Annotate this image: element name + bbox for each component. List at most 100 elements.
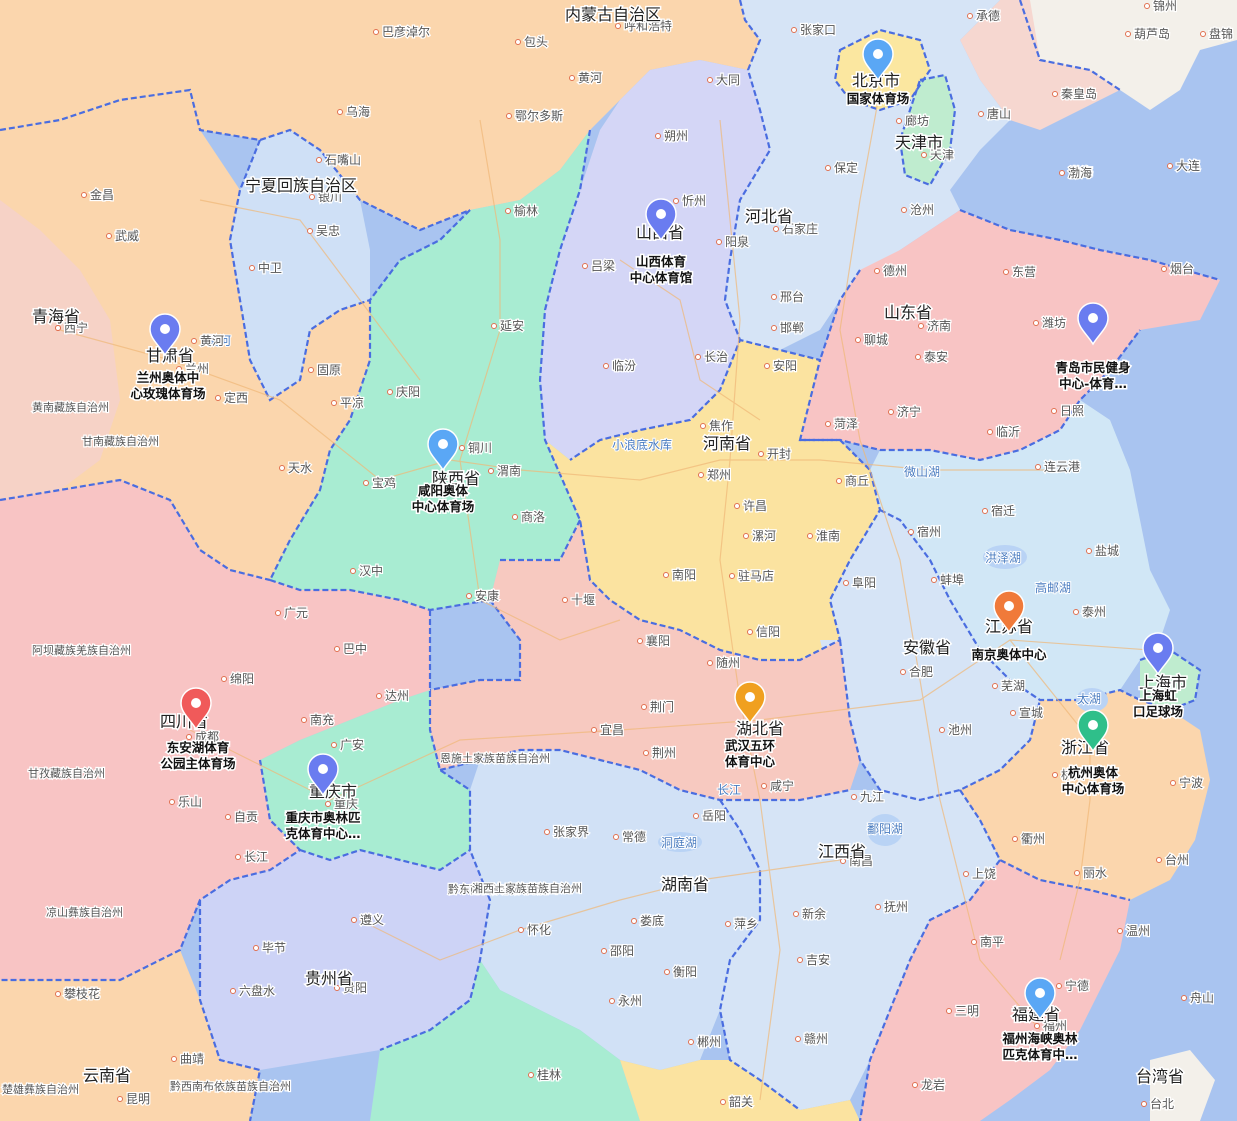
city-dot bbox=[688, 1039, 694, 1045]
venue-label[interactable]: 中心-体育… bbox=[1058, 375, 1129, 393]
pin-icon[interactable] bbox=[307, 753, 339, 797]
venue-label[interactable]: 中心体育馆 bbox=[628, 269, 694, 287]
venue-label[interactable]: 中心体育场 bbox=[410, 498, 476, 516]
pin-icon[interactable] bbox=[149, 313, 181, 357]
venue-label[interactable]: 山西体育 bbox=[634, 253, 688, 271]
city-label: 咸宁 bbox=[770, 778, 794, 793]
city-dot bbox=[307, 228, 313, 234]
venue-label[interactable]: 心玫瑰体育场 bbox=[129, 385, 207, 403]
venue-label[interactable]: 兰州奥体中 bbox=[135, 369, 201, 387]
venue-label[interactable]: 国家体育场 bbox=[845, 90, 911, 108]
city-label: 张家界 bbox=[553, 824, 589, 839]
city-label: 长治 bbox=[704, 350, 728, 364]
pin-icon[interactable] bbox=[1077, 709, 1109, 753]
pin-icon[interactable] bbox=[1142, 632, 1174, 676]
venue-label[interactable]: 福州海峡奥林 bbox=[1000, 1030, 1080, 1048]
lake-hongze bbox=[983, 545, 1027, 569]
city-label: 大同 bbox=[716, 73, 740, 87]
city-label: 开封 bbox=[767, 447, 791, 461]
city-dot bbox=[331, 742, 337, 748]
city-label: 石嘴山 bbox=[325, 153, 361, 167]
city-dot bbox=[1141, 1101, 1147, 1107]
pin-icon[interactable] bbox=[993, 590, 1025, 634]
venue-label[interactable]: 杭州奥体 bbox=[1066, 764, 1120, 782]
pin-icon[interactable] bbox=[1024, 977, 1056, 1021]
city-label: 邵阳 bbox=[610, 944, 634, 958]
province-label: 陕西省 bbox=[432, 469, 480, 488]
city-dot bbox=[663, 572, 669, 578]
region-shanxi bbox=[540, 60, 770, 460]
city-label: 临汾 bbox=[612, 359, 636, 373]
venue-marker[interactable]: 重庆市奥林匹克体育中心… bbox=[284, 753, 362, 843]
region-sichuan bbox=[0, 480, 430, 980]
city-dot bbox=[1035, 464, 1041, 470]
city-dot bbox=[387, 389, 393, 395]
region-hunan bbox=[470, 750, 760, 1070]
pin-icon[interactable] bbox=[1077, 302, 1109, 346]
pin-icon[interactable] bbox=[180, 687, 212, 731]
city-label: 保定 bbox=[834, 160, 858, 175]
province-label: 青海省 bbox=[32, 307, 80, 326]
city-label: 张家口 bbox=[800, 22, 836, 37]
venue-marker[interactable]: 南京奥体中心 bbox=[970, 590, 1049, 664]
city-label: 蚌埠 bbox=[940, 573, 964, 587]
city-label: 上饶 bbox=[972, 867, 996, 881]
venue-label[interactable]: 口足球场 bbox=[1131, 703, 1184, 721]
venue-marker[interactable]: 国家体育场 bbox=[845, 38, 911, 108]
region-labels: 黄南藏族自治州甘南藏族自治州阿坝藏族羌族自治州甘孜藏族自治州凉山彝族自治州楚雄彝… bbox=[1, 399, 584, 1098]
pin-icon[interactable] bbox=[862, 38, 894, 82]
venue-label[interactable]: 匹克体育中… bbox=[1001, 1046, 1079, 1064]
city-label: 郴州 bbox=[697, 1035, 721, 1049]
venue-label[interactable]: 公园主体育场 bbox=[159, 755, 237, 773]
city-dot bbox=[1033, 320, 1039, 326]
city-dot bbox=[1034, 1023, 1040, 1029]
city-dot bbox=[512, 514, 518, 520]
city-dot bbox=[325, 801, 331, 807]
venue-label[interactable]: 南京奥体中心 bbox=[970, 646, 1049, 664]
city-dot bbox=[1161, 266, 1167, 272]
city-label: 驻马店 bbox=[738, 568, 774, 583]
venue-marker[interactable]: 青岛市民健身中心-体育… bbox=[1054, 302, 1133, 393]
pin-icon[interactable] bbox=[734, 681, 766, 725]
city-label: 渭南 bbox=[497, 463, 521, 478]
venue-label[interactable]: 体育中心 bbox=[723, 753, 777, 771]
venue-label[interactable]: 武汉五环 bbox=[723, 737, 777, 755]
city-label: 抚州 bbox=[884, 900, 908, 914]
venue-marker[interactable]: 福州海峡奥林匹克体育中… bbox=[1000, 977, 1080, 1064]
pin-icon[interactable] bbox=[427, 428, 459, 472]
city-dot bbox=[793, 911, 799, 917]
city-dot bbox=[1117, 928, 1123, 934]
venue-label[interactable]: 咸阳奥体 bbox=[416, 482, 470, 500]
city-label: 吕梁 bbox=[591, 258, 615, 273]
city-dot bbox=[695, 354, 701, 360]
venue-label[interactable]: 上海虹 bbox=[1138, 687, 1179, 705]
city-dot bbox=[528, 1072, 534, 1078]
venue-label[interactable]: 东安湖体育 bbox=[165, 739, 231, 757]
city-label: 大连 bbox=[1176, 158, 1200, 173]
city-dot bbox=[1200, 31, 1206, 37]
pin-icon[interactable] bbox=[645, 198, 677, 242]
venue-label[interactable]: 克体育中心… bbox=[284, 825, 362, 843]
city-dot bbox=[609, 998, 615, 1004]
city-dot bbox=[1003, 269, 1009, 275]
city-dot bbox=[987, 429, 993, 435]
city-dot bbox=[376, 693, 382, 699]
city-label: 商丘 bbox=[845, 473, 869, 488]
city-label: 攀枝花 bbox=[64, 986, 100, 1001]
venue-label[interactable]: 中心体育场 bbox=[1060, 780, 1126, 798]
city-dot bbox=[836, 478, 842, 484]
city-dot bbox=[825, 421, 831, 427]
pin-center bbox=[191, 698, 201, 708]
venue-label[interactable]: 青岛市民健身 bbox=[1054, 359, 1133, 377]
venue-label[interactable]: 重庆市奥林匹 bbox=[284, 809, 362, 827]
city-label: 西宁 bbox=[64, 320, 88, 335]
